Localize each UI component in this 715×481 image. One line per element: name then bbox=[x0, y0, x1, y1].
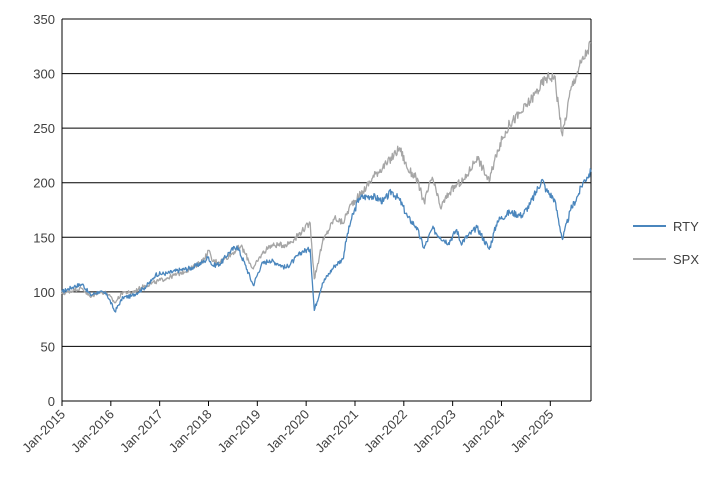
legend: RTY SPX bbox=[633, 219, 699, 267]
x-tick-label: Jan-2024 bbox=[459, 407, 508, 456]
series-lines bbox=[61, 40, 592, 313]
axes bbox=[61, 18, 592, 406]
x-tick-label: Jan-2023 bbox=[410, 407, 459, 456]
y-tick-label: 300 bbox=[33, 67, 55, 82]
y-tick-label: 150 bbox=[33, 230, 55, 245]
legend-item-rty: RTY bbox=[633, 219, 699, 234]
y-tick-label: 0 bbox=[48, 394, 55, 409]
x-tick-labels: Jan-2015 Jan-2016 Jan-2017 Jan-2018 Jan-2019… bbox=[19, 407, 556, 456]
x-tick-label: Jan-2021 bbox=[312, 407, 361, 456]
y-tick-label: 50 bbox=[41, 339, 55, 354]
x-tick-label: Jan-2016 bbox=[68, 407, 117, 456]
gridlines bbox=[62, 18, 591, 347]
y-tick-label: 250 bbox=[33, 121, 55, 136]
series-line-rty bbox=[61, 168, 592, 313]
y-tick-label: 200 bbox=[33, 176, 55, 191]
y-tick-label: 350 bbox=[33, 12, 55, 27]
legend-item-spx: SPX bbox=[633, 252, 699, 267]
legend-label: RTY bbox=[673, 219, 699, 234]
x-tick-label: Jan-2019 bbox=[214, 407, 263, 456]
y-tick-labels: 0 50 100 150 200 250 300 350 bbox=[33, 12, 55, 409]
series-line-spx bbox=[61, 40, 592, 304]
x-tick-label: Jan-2022 bbox=[361, 407, 410, 456]
x-tick-label: Jan-2015 bbox=[19, 407, 68, 456]
x-tick-label: Jan-2018 bbox=[166, 407, 215, 456]
legend-label: SPX bbox=[673, 252, 699, 267]
x-tick-label: Jan-2025 bbox=[507, 407, 556, 456]
x-tick-label: Jan-2020 bbox=[263, 407, 312, 456]
x-tick-label: Jan-2017 bbox=[117, 407, 166, 456]
y-tick-label: 100 bbox=[33, 285, 55, 300]
